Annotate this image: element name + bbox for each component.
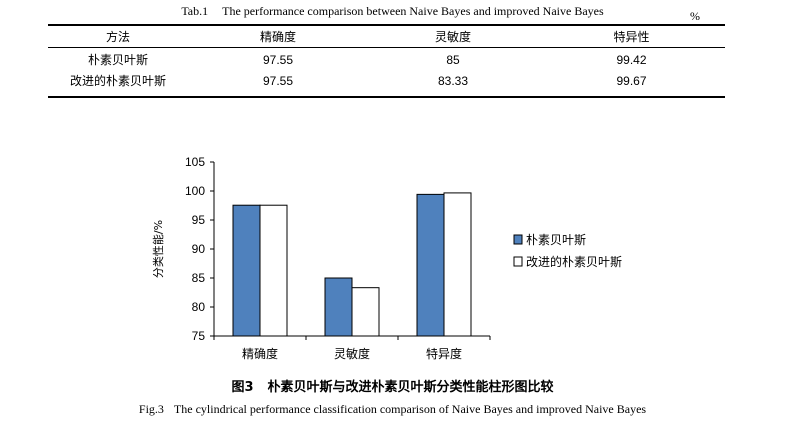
- row-sensitivity: 85: [446, 52, 460, 67]
- row-precision: 97.55: [262, 73, 294, 88]
- table-caption: Tab.1 The performance comparison between …: [0, 4, 785, 19]
- figure-caption: 图3 朴素贝叶斯与改进朴素贝叶斯分类性能柱形图比较: [0, 376, 785, 395]
- bar: [232, 204, 261, 337]
- figure-caption-english: Fig.3 The cylindrical performance classif…: [0, 402, 785, 417]
- y-tick-label: 105: [185, 155, 205, 169]
- row-sensitivity: 83.33: [437, 73, 469, 88]
- legend-label: 朴素贝叶斯: [526, 232, 586, 247]
- table-header-rule: [48, 47, 725, 48]
- figure-caption-en-label: Fig.3: [138, 402, 164, 416]
- y-tick-label: 95: [192, 213, 206, 227]
- y-axis-label: 分类性能/%: [151, 220, 165, 278]
- table-caption-label: Tab.1: [181, 4, 209, 18]
- table-caption-text: The performance comparison between Naive…: [222, 4, 604, 18]
- x-tick-label: 特异度: [426, 346, 462, 361]
- y-tick-label: 80: [192, 300, 206, 314]
- table-top-rule: [48, 24, 725, 26]
- table-row: 朴素贝叶斯 97.55 85 99.42: [48, 47, 725, 70]
- bar: [351, 287, 380, 337]
- row-method: 朴素贝叶斯: [87, 53, 148, 67]
- legend-label: 改进的朴素贝叶斯: [526, 254, 622, 269]
- bar: [259, 204, 288, 337]
- legend-swatch: [513, 256, 523, 267]
- table-row: 改进的朴素贝叶斯 97.55 83.33 99.67: [48, 70, 725, 91]
- x-tick-label: 灵敏度: [334, 346, 370, 361]
- table-bottom-rule: [48, 96, 725, 98]
- table-header-row: 方法 精确度 灵敏度 特异性: [48, 26, 725, 47]
- x-tick-label: 精确度: [242, 346, 278, 361]
- y-tick-label: 75: [192, 329, 206, 343]
- header-specificity: 特异性: [613, 30, 650, 44]
- bar: [324, 277, 353, 337]
- table-unit: %: [690, 9, 700, 23]
- row-specificity: 99.42: [616, 52, 647, 67]
- bar-chart: 75 80 85 90 95 100 105 分类性能/% 精确度 灵敏度 特异度 朴素贝叶斯改进的朴…: [151, 155, 622, 361]
- figure-caption-label: 图3: [231, 380, 254, 395]
- figure-caption-text: 朴素贝叶斯与改进朴素贝叶斯分类性能柱形图比较: [267, 380, 554, 395]
- y-tick-label: 85: [192, 271, 206, 285]
- figure-caption-en-text: The cylindrical performance classificati…: [173, 402, 647, 416]
- bar: [416, 193, 445, 337]
- legend-swatch: [513, 234, 523, 245]
- y-tick-label: 100: [185, 184, 205, 198]
- bar: [443, 192, 472, 337]
- performance-table: 方法 精确度 灵敏度 特异性 朴素贝叶斯 97.55 85 99.42 改进的朴…: [48, 26, 725, 91]
- y-tick-label: 90: [192, 242, 206, 256]
- header-sensitivity: 灵敏度: [434, 30, 471, 44]
- header-method: 方法: [105, 30, 130, 44]
- row-method: 改进的朴素贝叶斯: [69, 74, 166, 88]
- row-precision: 97.55: [262, 52, 294, 67]
- row-specificity: 99.67: [616, 73, 647, 88]
- header-precision: 精确度: [259, 30, 296, 44]
